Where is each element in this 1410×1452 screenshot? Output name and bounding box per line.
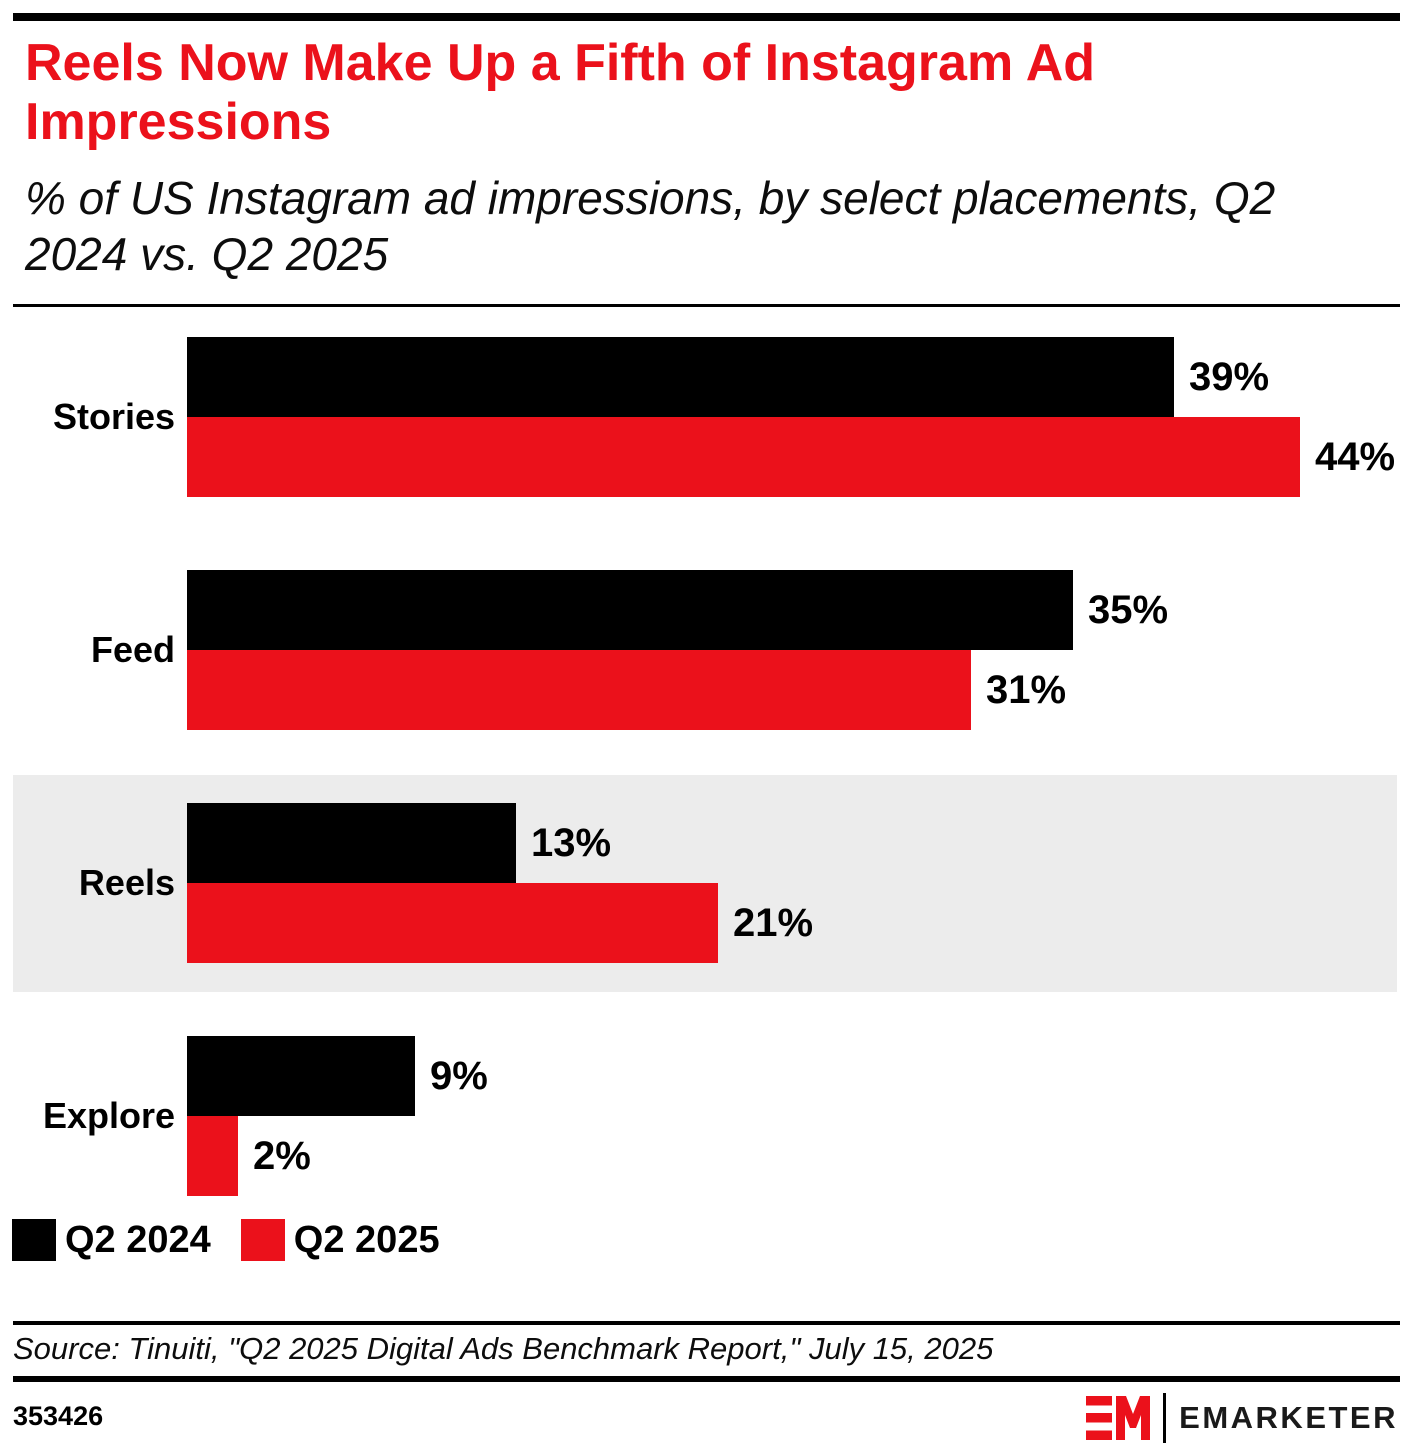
bar-feed-q2-2025	[187, 650, 971, 730]
category-label-feed: Feed	[90, 629, 175, 670]
legend-label-q2-2024: Q2 2024	[65, 1219, 211, 1261]
top-rule	[13, 13, 1400, 21]
value-label-feed-q2-2024: 35%	[1088, 588, 1169, 632]
legend-swatch-q2-2024	[12, 1219, 56, 1261]
value-label-reels-q2-2024: 13%	[531, 821, 612, 865]
value-label-stories-q2-2024: 39%	[1189, 355, 1270, 399]
em-logo-mark-icon	[1086, 1396, 1151, 1440]
bar-group-reels: Reels 13% 21%	[0, 803, 1410, 963]
value-label-reels-q2-2025: 21%	[733, 901, 814, 945]
category-label-reels: Reels	[78, 862, 175, 903]
legend: Q2 2024 Q2 2025	[12, 1219, 440, 1261]
source-rule-top	[13, 1321, 1400, 1325]
legend-item-q2-2024: Q2 2024	[12, 1219, 211, 1261]
bar-reels-q2-2024	[187, 803, 516, 883]
bar-stories-q2-2024	[187, 337, 1174, 417]
value-label-explore-q2-2024: 9%	[430, 1054, 488, 1098]
bar-group-explore: Explore 9% 2%	[0, 1036, 1410, 1196]
source-line: Source: Tinuiti, "Q2 2025 Digital Ads Be…	[13, 1331, 994, 1366]
value-label-explore-q2-2025: 2%	[253, 1134, 311, 1178]
chart-id: 353426	[13, 1401, 104, 1431]
bar-explore-q2-2024	[187, 1036, 415, 1116]
logo-wordmark: EMARKETER	[1179, 1400, 1398, 1435]
logo-divider	[1163, 1393, 1167, 1443]
legend-item-q2-2025: Q2 2025	[240, 1219, 440, 1261]
bar-explore-q2-2025	[187, 1116, 238, 1196]
chart-subtitle: % of US Instagram ad impressions, by sel…	[25, 172, 1276, 281]
header-rule	[13, 304, 1400, 307]
bar-reels-q2-2025	[187, 883, 718, 963]
bar-group-feed: Feed 35% 31%	[0, 570, 1410, 730]
bar-feed-q2-2024	[187, 570, 1073, 650]
value-label-feed-q2-2025: 31%	[986, 668, 1067, 712]
category-label-stories: Stories	[52, 396, 175, 437]
category-label-explore: Explore	[42, 1095, 175, 1136]
bar-stories-q2-2025	[187, 417, 1300, 497]
chart-title: Reels Now Make Up a Fifth of Instagram A…	[25, 34, 1096, 151]
bar-group-stories: Stories 39% 44%	[0, 337, 1410, 497]
legend-label-q2-2025: Q2 2025	[293, 1219, 440, 1261]
emarketer-logo: EMARKETER	[1086, 1393, 1398, 1443]
legend-swatch-q2-2025	[240, 1219, 285, 1261]
value-label-stories-q2-2025: 44%	[1315, 435, 1396, 479]
source-rule-bottom	[13, 1376, 1400, 1382]
